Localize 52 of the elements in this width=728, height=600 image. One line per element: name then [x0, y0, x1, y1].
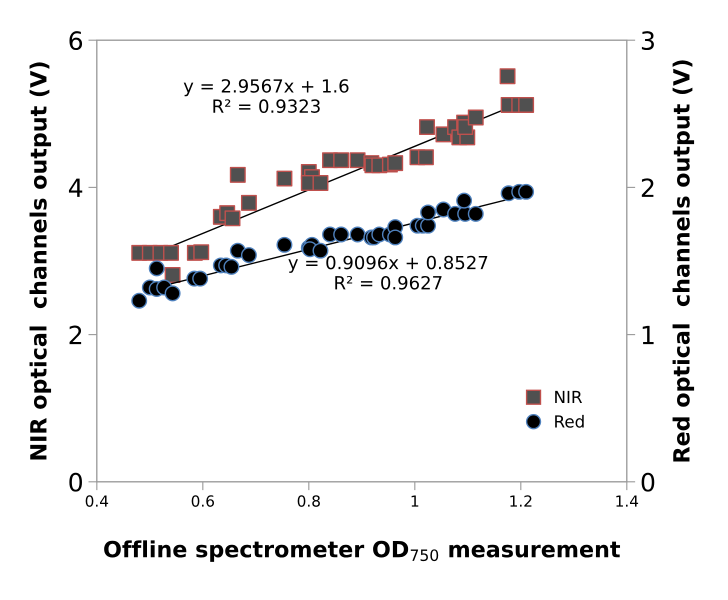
x-tick-label: 0.4: [86, 495, 108, 507]
point: [240, 194, 257, 211]
point: [419, 119, 435, 136]
point: [387, 229, 404, 246]
y-axis-title: NIR optical channels output (V): [30, 62, 52, 460]
x-tick-label: 1.4: [616, 495, 638, 507]
annotation: y = 0.9096x + 0.8527 R² = 0.9627: [288, 256, 488, 290]
y-tick-label: 2: [70, 326, 82, 344]
point: [148, 260, 165, 276]
point: [276, 170, 292, 187]
point: [333, 152, 350, 168]
point: [223, 258, 240, 275]
point: [420, 204, 436, 220]
point: [518, 184, 534, 200]
point: [193, 244, 210, 260]
legend-label: NIR: [555, 390, 582, 404]
x-axis-title: Offline spectrometer OD$_{750}$ measurement: [104, 540, 620, 562]
point: [312, 175, 328, 191]
y-tick-label: 4: [68, 178, 82, 197]
point: [131, 292, 148, 309]
annotation: y = 2.9567x + 1.6 R² = 0.9323: [184, 79, 349, 113]
x-tick-label: 0.8: [298, 495, 320, 507]
point: [276, 236, 292, 253]
y2-tick-label: 3: [642, 31, 654, 50]
point: [192, 270, 208, 287]
x-tick-label: 1.2: [510, 495, 532, 507]
y2-tick-label: 1: [642, 326, 654, 344]
y-tick-label: 0: [69, 472, 82, 492]
point: [164, 267, 181, 283]
y-tick-label: 6: [69, 31, 82, 50]
point: [224, 210, 240, 226]
x-tick-label: 0.6: [192, 495, 214, 507]
point: [418, 149, 434, 166]
point: [164, 285, 181, 302]
point: [500, 68, 516, 84]
point: [468, 110, 484, 126]
point: [387, 155, 404, 172]
point: [518, 96, 534, 113]
point: [350, 226, 366, 242]
point: [420, 218, 436, 234]
point: [333, 226, 350, 242]
y2-tick-label: 2: [642, 178, 654, 197]
x-tick-label: 1: [412, 495, 418, 507]
point: [230, 166, 246, 183]
y2-axis-title: Red optical channels output (V): [672, 60, 694, 462]
point: [468, 206, 484, 222]
y2-tick-label: 0: [642, 472, 654, 492]
point: [163, 244, 179, 261]
legend-label: Red: [555, 414, 584, 428]
point: [350, 152, 366, 168]
point: [240, 247, 257, 264]
point: [456, 192, 472, 209]
